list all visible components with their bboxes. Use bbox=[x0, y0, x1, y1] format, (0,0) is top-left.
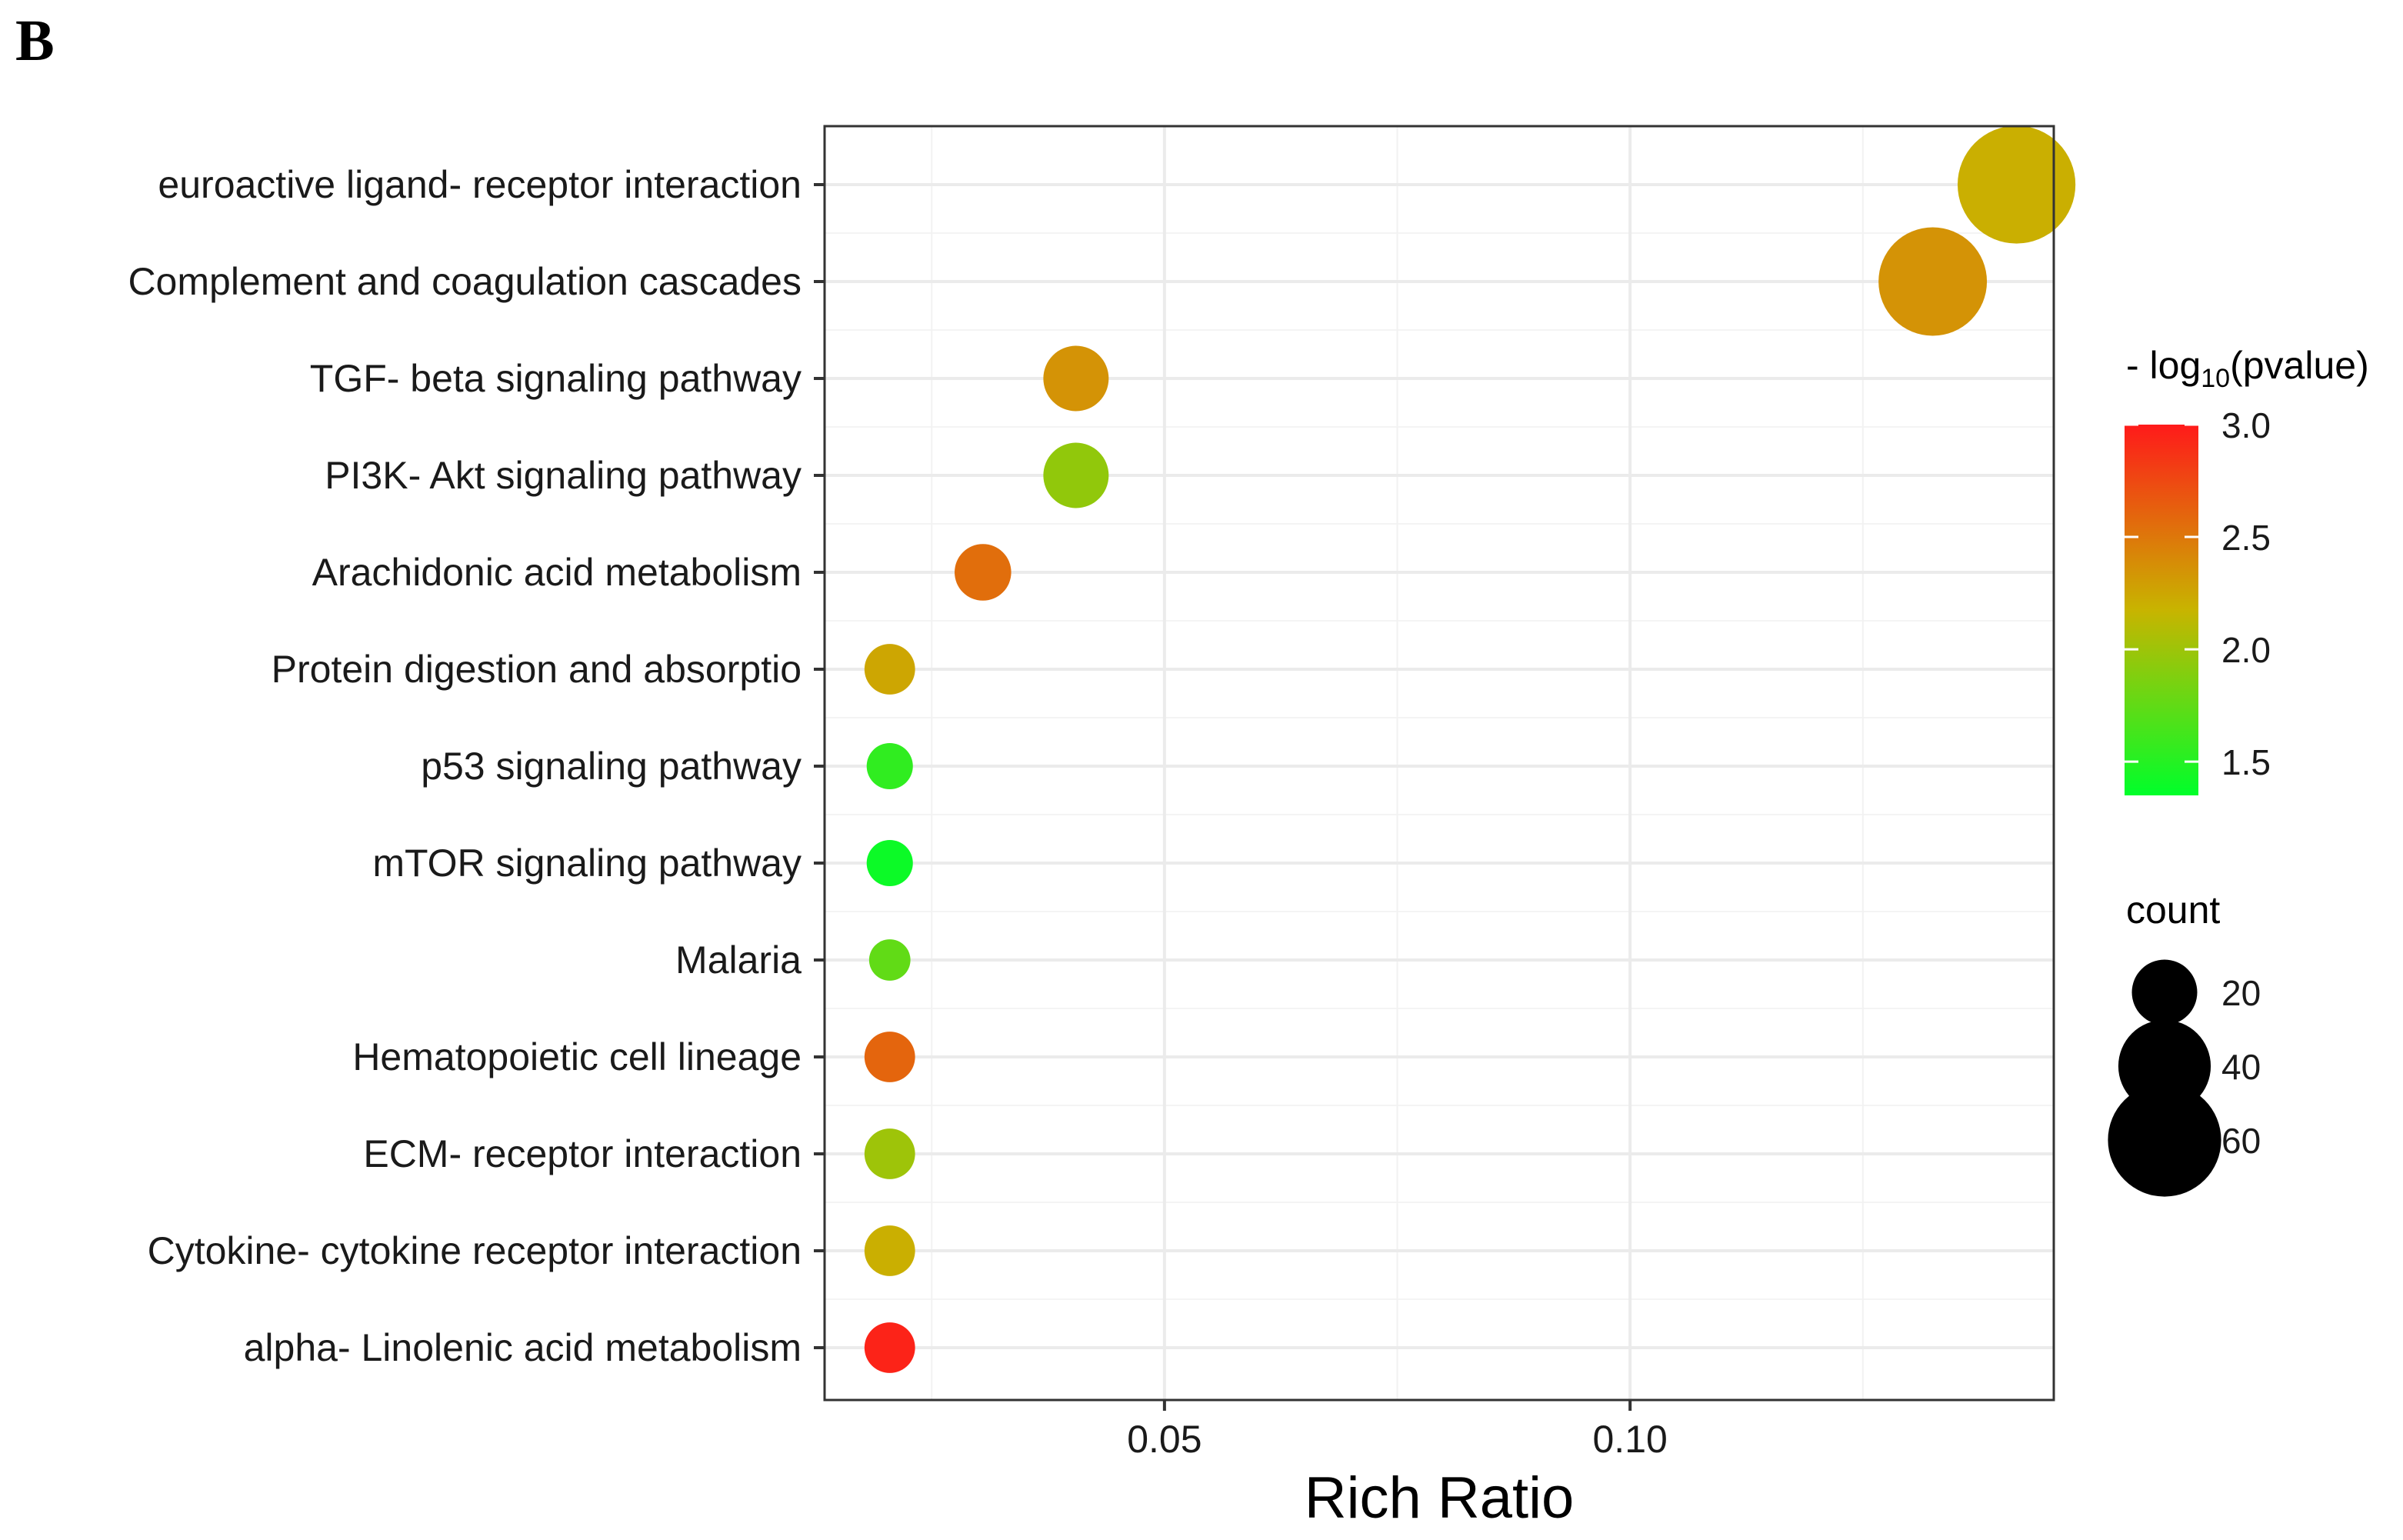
size-legend-label: 40 bbox=[2221, 1047, 2261, 1087]
minor-gridlines bbox=[825, 126, 2054, 1400]
plot-border bbox=[823, 125, 2055, 1402]
x-axis: 0.05 0.10 bbox=[1127, 1400, 1668, 1461]
size-legend-key bbox=[2131, 959, 2198, 1025]
y-tick-label: Protein digestion and absorptio bbox=[272, 648, 802, 691]
size-legend-key bbox=[2108, 1083, 2221, 1197]
color-legend-title-suffix: (pvalue) bbox=[2230, 344, 2369, 387]
data-point bbox=[1043, 442, 1109, 508]
colorbar-tick-label: 3.0 bbox=[2221, 405, 2271, 445]
colorbar-tick-label: 2.5 bbox=[2221, 518, 2271, 558]
y-tick-label: Malaria bbox=[675, 938, 802, 982]
color-legend-title: - log10(pvalue) bbox=[2126, 343, 2369, 394]
y-tick-label: p53 signaling pathway bbox=[421, 745, 802, 788]
size-legend: 20 40 60 bbox=[2108, 959, 2261, 1197]
colorbar-tick-label: 1.5 bbox=[2221, 742, 2271, 782]
color-legend: 3.0 2.5 2.0 1.5 bbox=[2125, 405, 2271, 795]
plot-background bbox=[825, 126, 2054, 1400]
x-axis-title: Rich Ratio bbox=[1305, 1465, 1575, 1531]
y-axis: euroactive ligand- receptor interaction C… bbox=[128, 163, 825, 1369]
data-points bbox=[864, 125, 2076, 1373]
data-point bbox=[864, 1225, 915, 1276]
y-tick-label: PI3K- Akt signaling pathway bbox=[325, 454, 802, 497]
y-tick-label: Cytokine- cytokine receptor interaction bbox=[148, 1229, 802, 1272]
color-legend-title-subscript: 10 bbox=[2201, 364, 2231, 393]
y-tick-label: Hematopoietic cell lineage bbox=[352, 1035, 802, 1078]
data-point bbox=[955, 544, 1012, 601]
y-tick-label: euroactive ligand- receptor interaction bbox=[158, 163, 802, 206]
size-legend-label: 60 bbox=[2221, 1121, 2261, 1161]
data-point bbox=[864, 644, 915, 695]
y-tick-label: TGF- beta signaling pathway bbox=[310, 357, 802, 400]
y-tick-label: alpha- Linolenic acid metabolism bbox=[244, 1326, 802, 1369]
data-point bbox=[1878, 227, 1988, 336]
x-tick-label: 0.05 bbox=[1127, 1418, 1202, 1461]
data-point bbox=[868, 939, 911, 981]
size-legend-label: 20 bbox=[2221, 973, 2261, 1013]
y-tick-label: Complement and coagulation cascades bbox=[128, 260, 802, 303]
data-point bbox=[866, 839, 913, 887]
data-point bbox=[1957, 125, 2076, 244]
size-legend-title: count bbox=[2126, 888, 2221, 932]
colorbar-tick-label: 2.0 bbox=[2221, 630, 2271, 670]
colorbar bbox=[2125, 425, 2198, 795]
data-point bbox=[864, 1032, 915, 1082]
x-tick-label: 0.10 bbox=[1593, 1418, 1668, 1461]
y-tick-label: mTOR signaling pathway bbox=[372, 842, 802, 885]
major-gridlines bbox=[825, 126, 2054, 1400]
data-point bbox=[866, 742, 913, 790]
colorbar-ticks: 3.0 2.5 2.0 1.5 bbox=[2125, 405, 2271, 782]
color-legend-title-prefix: - log bbox=[2126, 344, 2201, 387]
y-tick-label: ECM- receptor interaction bbox=[363, 1132, 802, 1175]
data-point bbox=[864, 1128, 915, 1179]
panel-label: B bbox=[15, 8, 55, 73]
data-point bbox=[864, 1322, 915, 1373]
data-point bbox=[1043, 345, 1109, 412]
y-tick-label: Arachidonic acid metabolism bbox=[312, 551, 802, 594]
